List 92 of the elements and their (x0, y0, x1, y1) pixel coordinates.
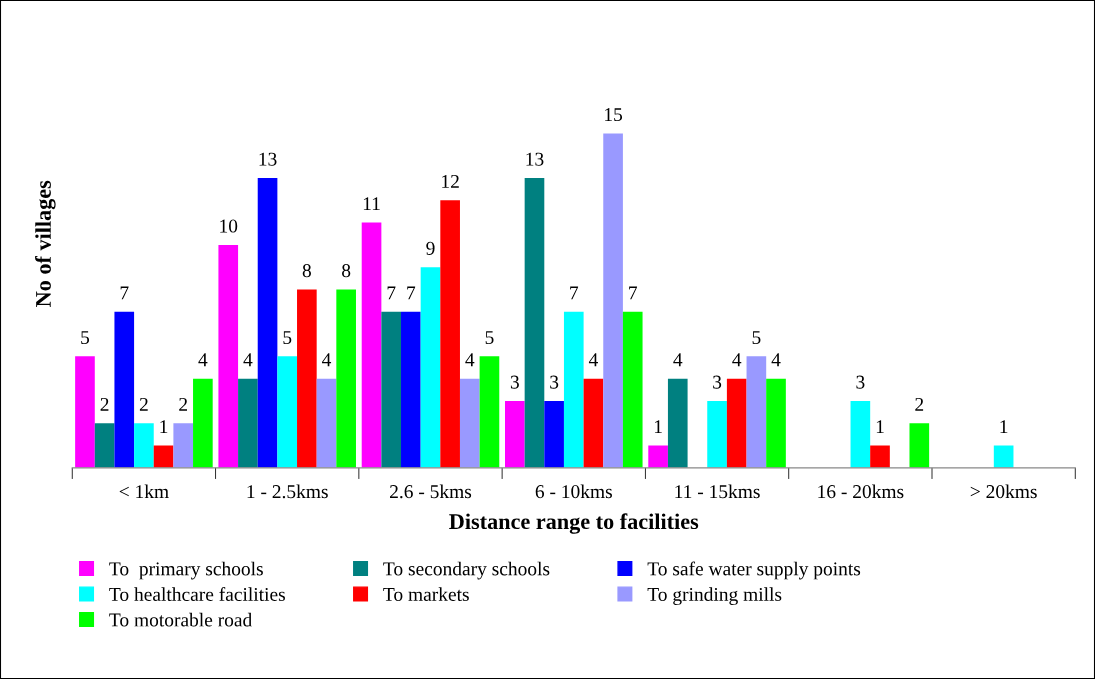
x-tick-label: > 20kms (970, 484, 1037, 499)
bar (114, 311, 135, 468)
data-label: 7 (570, 286, 579, 300)
x-tick-label: < 1km (119, 484, 169, 498)
x-tick-label: 6 - 10kms (535, 484, 612, 499)
data-label: 5 (485, 331, 494, 345)
bar (667, 378, 688, 468)
bar (909, 423, 930, 468)
data-label: 1 (876, 420, 884, 434)
data-label: 10 (220, 219, 238, 233)
bar (277, 356, 298, 468)
data-label: 5 (752, 331, 761, 345)
legend-label: To motorable road (109, 612, 253, 627)
data-label: 5 (81, 331, 90, 345)
bar (134, 423, 154, 468)
data-label: 2 (915, 397, 924, 411)
y-axis-title: No of villages (35, 180, 56, 307)
data-label: 2 (139, 397, 148, 411)
data-label: 1 (1000, 420, 1008, 434)
data-label: 4 (465, 353, 475, 367)
data-label: 1 (654, 420, 662, 434)
legend-label: To markets (383, 587, 469, 601)
bar (870, 445, 890, 468)
x-tick-label: 16 - 20kms (818, 484, 904, 499)
data-label: 3 (713, 375, 722, 389)
data-label: 7 (407, 286, 416, 300)
data-label: 3 (856, 375, 865, 389)
bar (707, 400, 727, 468)
bar (420, 267, 441, 468)
bar (563, 311, 584, 468)
x-tick-label: 2.6 - 5kms (390, 484, 472, 499)
bar (336, 289, 356, 468)
bar (746, 356, 767, 468)
data-label: 4 (243, 353, 253, 367)
data-label: 4 (771, 353, 781, 367)
bar (726, 378, 747, 468)
bar (440, 200, 460, 468)
bar (173, 423, 194, 468)
data-label: 4 (732, 353, 742, 367)
bar (94, 423, 115, 468)
data-label: 4 (322, 353, 332, 367)
bar (153, 445, 174, 468)
bar (544, 400, 564, 468)
data-label: 1 (160, 420, 168, 434)
bar (766, 378, 786, 468)
x-tick-label: 1 - 2.5kms (247, 484, 328, 499)
data-label: 4 (198, 353, 208, 367)
legend-label: To grinding mills (647, 587, 782, 605)
data-label: 5 (283, 331, 292, 345)
data-label: 13 (526, 152, 544, 166)
data-label: 2 (100, 397, 109, 411)
bar (361, 222, 382, 468)
bar (850, 400, 871, 468)
bar (505, 400, 525, 468)
bar (316, 378, 337, 468)
bar (603, 133, 623, 468)
bar (479, 356, 500, 468)
data-label: 8 (342, 264, 351, 278)
data-label: 13 (259, 152, 277, 166)
data-label: 11 (363, 197, 380, 211)
bar (218, 244, 239, 468)
bar (238, 378, 258, 468)
data-label: 2 (179, 397, 187, 411)
bar (459, 378, 480, 468)
data-label: 4 (673, 353, 683, 367)
legend-label: To primary schools (109, 561, 263, 580)
data-label: 3 (550, 375, 559, 389)
bar (257, 177, 278, 468)
bar (401, 311, 421, 468)
bar (75, 356, 95, 468)
data-label: 4 (588, 353, 598, 367)
data-label: 7 (120, 286, 129, 300)
bar (648, 445, 668, 468)
legend-label: To safe water supply points (647, 561, 861, 580)
bar (524, 177, 545, 468)
data-label: 8 (302, 264, 311, 278)
data-label: 9 (426, 241, 435, 255)
bar (381, 311, 402, 468)
data-label: 7 (629, 286, 638, 300)
bar (583, 378, 604, 468)
data-label: 12 (442, 174, 459, 188)
bar (297, 289, 317, 468)
legend-label: To secondary schools (383, 561, 550, 580)
x-tick-label: 11 - 15kms (675, 484, 760, 499)
bar (622, 311, 643, 468)
bar (993, 445, 1014, 468)
data-label: 15 (605, 108, 623, 122)
data-label: 7 (387, 286, 396, 300)
legend-label: To healthcare facilities (109, 587, 285, 601)
data-label: 3 (510, 375, 519, 389)
x-axis-title: Distance range to facilities (449, 513, 699, 534)
bar (193, 378, 213, 468)
